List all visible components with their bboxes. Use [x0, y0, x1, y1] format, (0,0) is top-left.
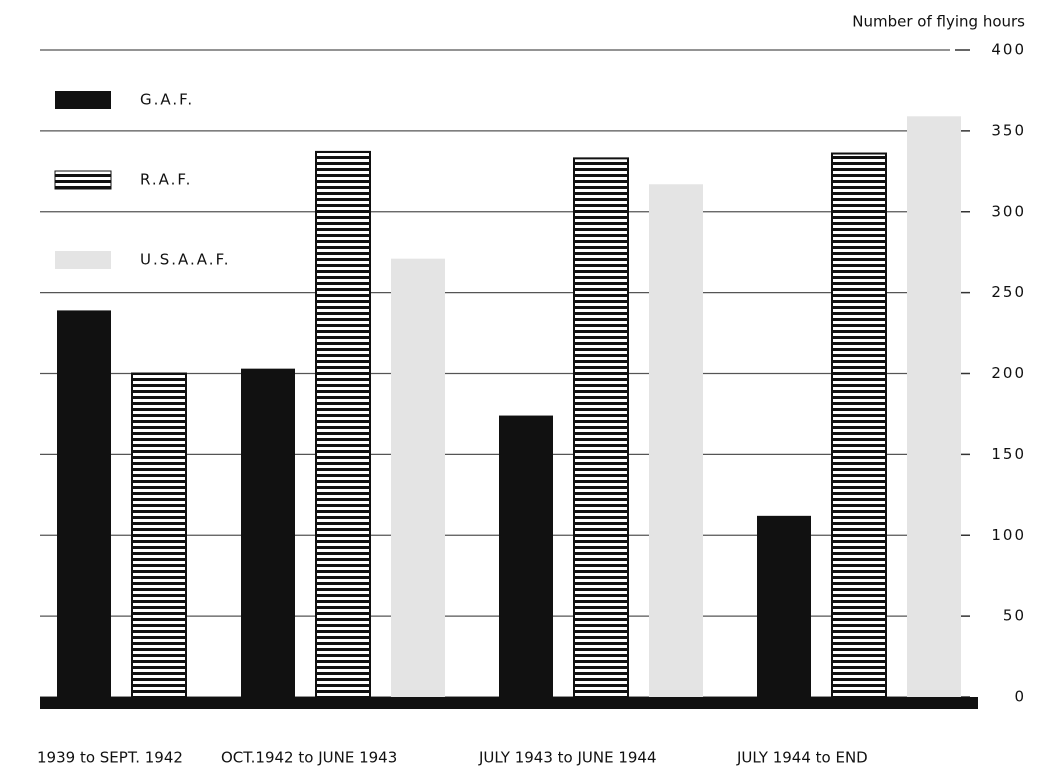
bar [757, 515, 811, 697]
y-tick-label: 0 [1014, 688, 1026, 706]
legend-label: R.A.F. [140, 171, 192, 189]
legend-swatch [55, 91, 111, 109]
legend-swatch [54, 170, 112, 190]
x-tick-label: OCT.1942 to JUNE 1943 [221, 749, 397, 767]
bar [831, 152, 887, 698]
bar [649, 184, 703, 697]
bar [131, 372, 187, 698]
y-tick-label: 150 [991, 445, 1026, 463]
x-tick-label: 1939 to SEPT. 1942 [37, 749, 183, 767]
bar [391, 258, 445, 697]
bar [499, 415, 553, 697]
bar [241, 368, 295, 697]
y-tick-label: 350 [991, 121, 1026, 139]
y-tick-label: 300 [991, 202, 1026, 220]
baseline [40, 697, 978, 709]
bar [573, 157, 629, 698]
y-tick-label: 100 [991, 526, 1026, 544]
x-tick-label: JULY 1944 to END [736, 749, 868, 767]
y-axis-label: Number of flying hours [852, 13, 1025, 31]
bar [57, 310, 111, 697]
y-tick-label: 200 [991, 364, 1026, 382]
legend-label: U.S.A.A.F. [140, 251, 231, 269]
bar [315, 150, 371, 698]
y-tick-label: 50 [1003, 607, 1026, 625]
x-tick-label: JULY 1943 to JUNE 1944 [478, 749, 657, 767]
y-tick-label: 250 [991, 283, 1026, 301]
legend-label: G.A.F. [140, 91, 194, 109]
bar [907, 116, 961, 697]
y-tick-label: 400 [991, 41, 1026, 59]
legend-swatch [55, 251, 111, 269]
